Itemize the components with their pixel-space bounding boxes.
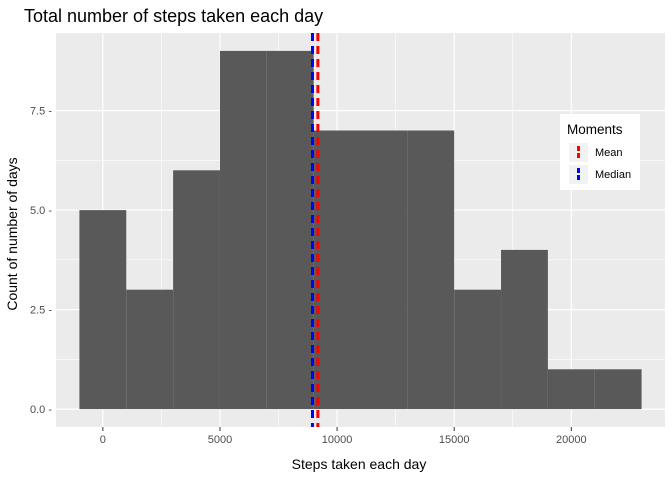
legend-title: Moments xyxy=(567,122,623,137)
y-tick-label: 2.5 - xyxy=(30,305,52,317)
legend-key-background xyxy=(569,165,588,184)
histogram-bar xyxy=(501,249,548,410)
x-tick-label: 0 xyxy=(100,434,106,446)
y-tick-label: 5.0 - xyxy=(30,205,52,217)
histogram-bar xyxy=(219,50,267,410)
histogram-bar xyxy=(79,210,127,410)
y-axis-title: Count of number of days xyxy=(4,157,20,310)
histogram-bar xyxy=(313,130,361,410)
x-axis-title: Steps taken each day xyxy=(292,456,427,472)
histogram-bar xyxy=(173,170,220,410)
x-tick-label: 5000 xyxy=(208,434,232,446)
x-tick-label: 15000 xyxy=(439,434,470,446)
histogram-bar xyxy=(407,130,455,410)
histogram-bar xyxy=(594,369,642,410)
histogram-bar xyxy=(360,130,408,410)
x-axis: 0 5000 10000 15000 20000 xyxy=(100,427,587,446)
chart-title: Total number of steps taken each day xyxy=(24,6,323,26)
legend-items: Mean Median xyxy=(569,143,631,184)
reference-lines xyxy=(310,33,320,427)
x-tick-label: 20000 xyxy=(556,434,587,446)
histogram-bar xyxy=(266,50,314,410)
y-axis: 0.0 - 2.5 - 5.0 - 7.5 - xyxy=(30,106,52,416)
x-tick-label: 10000 xyxy=(322,434,353,446)
legend-label-median: Median xyxy=(595,169,631,181)
legend: Moments Mean Median xyxy=(560,114,640,190)
histogram-bar xyxy=(126,289,174,410)
y-tick-label: 0.0 - xyxy=(30,404,52,416)
histogram-bar xyxy=(454,289,502,410)
legend-key-background xyxy=(569,143,588,162)
legend-label-mean: Mean xyxy=(595,147,623,159)
histogram-bar xyxy=(547,369,595,410)
histogram-bars xyxy=(79,50,642,410)
y-tick-label: 7.5 - xyxy=(30,106,52,118)
